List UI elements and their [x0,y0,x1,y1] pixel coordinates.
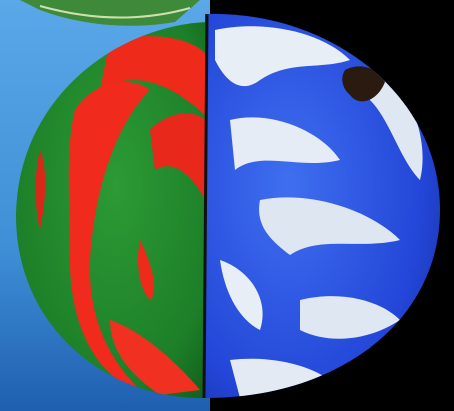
cloud [300,296,400,339]
landmass [342,66,385,102]
apple-streak [35,150,46,230]
seam [202,13,209,399]
apple-streak [68,81,150,390]
cloud [259,197,400,255]
leaf [20,0,200,26]
cloud [220,260,263,330]
apple-streak [110,320,200,395]
apple-streak [150,113,205,200]
apple-streak [100,36,208,120]
apple-streak [138,240,155,300]
cloud [370,60,423,180]
cloud [230,117,340,170]
cloud [215,26,350,87]
leaf-vein [39,5,191,19]
